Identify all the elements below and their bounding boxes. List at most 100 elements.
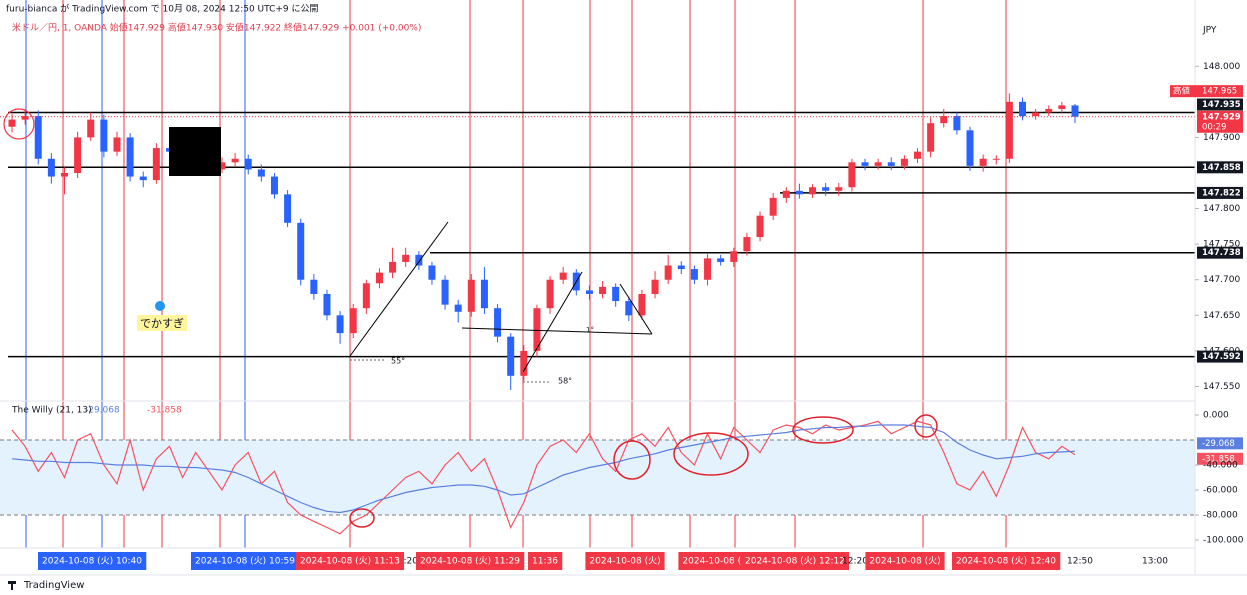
candle-body (441, 279, 449, 305)
x-tick-label: 12:20 (842, 557, 868, 567)
currency: JPY (1202, 26, 1217, 36)
candle-body (139, 176, 147, 181)
last-label-bg (1197, 110, 1243, 133)
y-tick-label: 147.750 (1203, 240, 1240, 250)
level-label-bg (1197, 350, 1243, 363)
candle-body (375, 272, 383, 284)
candle-body (861, 162, 869, 166)
candle-body (756, 215, 764, 238)
candle-body (402, 254, 410, 262)
y-tick-label: -100.000 (1203, 536, 1244, 546)
x-tick-label: 2024-10-08 (火) (682, 556, 753, 567)
candle-body (743, 237, 751, 252)
candle-body (782, 190, 790, 198)
candle-body (87, 119, 95, 138)
last-value-bg (1197, 437, 1243, 450)
candle-body (231, 158, 239, 163)
x-tick-label: 11:20 (392, 557, 418, 567)
last-value-label: -29.068 (1202, 439, 1235, 449)
candle-body (362, 283, 370, 309)
candle-body (1032, 112, 1040, 117)
indicator-title: The Willy (21, 13) (11, 406, 92, 416)
candle-body (270, 176, 278, 195)
candle-body (704, 258, 712, 280)
candle-body (1045, 108, 1053, 113)
highlight-box (169, 127, 221, 176)
candle-body (664, 265, 672, 280)
x-tick-label: 11:36 (532, 557, 558, 567)
candle-body (940, 116, 948, 124)
candle-body (1005, 101, 1013, 159)
last-value-label: -31.858 (1202, 454, 1235, 464)
circle-mark (914, 414, 938, 438)
candle-body (559, 272, 567, 280)
plot-layer: でかすぎ 55° 58° 1° -31.858 -29.068 (0, 93, 1195, 535)
candle-body (1058, 105, 1066, 109)
x-tick-label: 2024-10-08 (火) 11:29 (420, 556, 520, 567)
indicator-band (0, 440, 1195, 515)
candle-body (428, 265, 436, 280)
x-tick-label: 12:50 (1067, 557, 1093, 567)
candle-body (717, 258, 725, 262)
candle-body (60, 172, 68, 177)
legend-value: -29.068 (85, 406, 120, 416)
candle-body (310, 279, 318, 294)
candle-body (690, 269, 698, 280)
candle-body (795, 190, 803, 195)
header: furu-bianca が TradingView.com で 10月 08, … (6, 3, 319, 15)
candle-body (769, 197, 777, 216)
candle-body (152, 148, 160, 181)
x-tick-label-bg (952, 552, 1061, 570)
x-tick-label-bg (38, 552, 147, 570)
y-tick-label: 147.900 (1203, 133, 1240, 143)
axis-layer: 148.000 147.900 147.800 147.750 147.700 147.6… (38, 62, 1244, 570)
candle-body (100, 119, 108, 152)
candle-body (822, 187, 830, 191)
candle-body (677, 265, 685, 270)
level-label: 147.592 (1202, 352, 1241, 362)
y-tick-label: 148.000 (1203, 62, 1240, 72)
candle-body (34, 116, 42, 159)
candle-body (1071, 105, 1079, 117)
annotation: 1° (586, 326, 594, 334)
candle-body (809, 187, 817, 195)
candle-body (126, 137, 134, 177)
level-label: 147.822 (1202, 188, 1241, 198)
candle-body (8, 119, 16, 127)
y-tick-label: 147.550 (1203, 382, 1240, 392)
trend-line (522, 271, 583, 373)
y-tick-label: 147.650 (1203, 311, 1240, 321)
candle-body (625, 301, 633, 316)
level-label-bg (1197, 186, 1243, 199)
level-label: 147.738 (1202, 248, 1241, 258)
candle-body (730, 251, 738, 262)
candle-body (389, 261, 397, 273)
level-label: 147.858 (1202, 163, 1241, 173)
x-tick-label: 2024-10-08 (火) (589, 556, 660, 567)
candle-body (887, 162, 895, 166)
trend-line (619, 283, 653, 335)
candle-body (494, 308, 502, 337)
level-label-bg (1197, 98, 1243, 111)
footer-logo: TradingView (23, 580, 84, 591)
annotation: でかすぎ (140, 316, 184, 330)
candle-body (1019, 101, 1027, 117)
x-tick-label-bg (678, 552, 758, 570)
event-icon (155, 301, 165, 311)
x-tick-label-bg (741, 552, 849, 570)
circle-mark (673, 432, 749, 476)
level-label: 147.935 (1202, 100, 1241, 110)
candle-body (467, 279, 475, 312)
logo-icon (8, 581, 16, 590)
last-value-bg (1197, 452, 1243, 465)
trend-line (349, 221, 449, 357)
candle-body (349, 308, 357, 334)
candle-body (74, 137, 82, 173)
indicator-line (11, 424, 1076, 514)
x-tick-label: 2024-10-08 (火) 10:40 (42, 556, 142, 567)
candle-body (47, 158, 55, 177)
annotation: 55° (391, 357, 405, 366)
level-label-bg (1197, 246, 1243, 259)
candle-body (585, 290, 593, 294)
candle-body (244, 158, 252, 170)
